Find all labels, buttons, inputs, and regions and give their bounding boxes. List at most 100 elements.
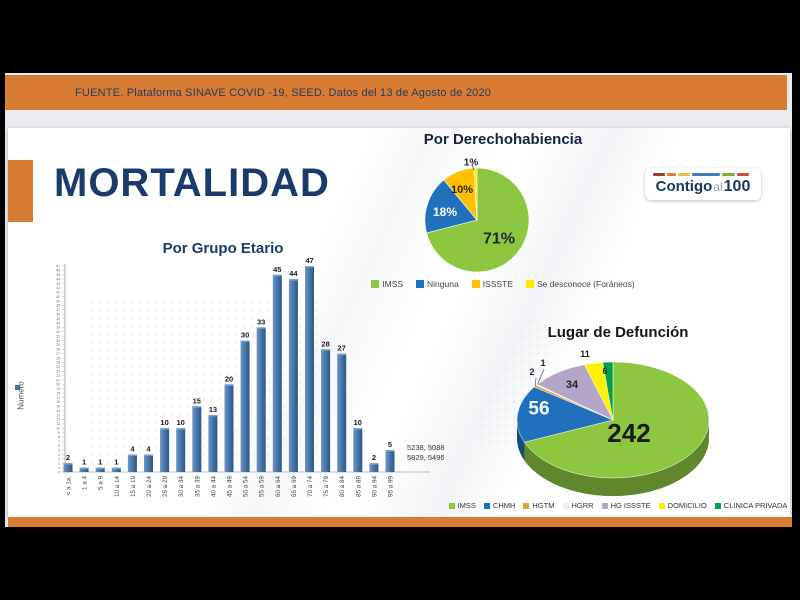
legend-label: HGRR [571, 501, 594, 510]
svg-text:40: 40 [56, 295, 60, 299]
svg-text:75 a 79: 75 a 79 [323, 476, 330, 498]
svg-text:14: 14 [56, 409, 60, 413]
legend-color-square [471, 280, 480, 288]
svg-text:27: 27 [338, 344, 346, 353]
svg-text:24: 24 [56, 365, 60, 369]
legend-label: IMSS [382, 279, 404, 289]
svg-text:44: 44 [289, 269, 298, 278]
svg-text:5238, 5088: 5238, 5088 [407, 443, 445, 452]
legend-item: CHMH [483, 501, 515, 510]
svg-text:45 a 49: 45 a 49 [227, 476, 234, 498]
legend-item: HGRR [562, 501, 594, 510]
legend-label: IMSS [457, 501, 476, 510]
svg-text:30 a 34: 30 a 34 [178, 476, 185, 498]
svg-text:38: 38 [56, 304, 60, 308]
bar-chart: 0123456789101112131415161718192021222324… [56, 256, 445, 498]
svg-text:7: 7 [58, 440, 60, 444]
legend-color-square [658, 502, 665, 509]
svg-text:28: 28 [321, 339, 329, 348]
svg-text:56: 56 [528, 399, 549, 420]
svg-text:30: 30 [241, 331, 249, 340]
svg-text:47: 47 [56, 264, 60, 268]
pie-chart-lugar-defuncion: 242 56 21 34 11 6 [516, 349, 710, 496]
legend-color-square [714, 502, 721, 509]
logo-bar-segment [678, 173, 690, 176]
logo-word-al: al [713, 180, 723, 194]
svg-text:21: 21 [56, 378, 60, 382]
svg-text:3: 3 [58, 457, 60, 461]
svg-text:6: 6 [58, 444, 60, 448]
logo-bar-segment [737, 173, 749, 176]
contigo-al-100-logo: Contigoal100 [645, 168, 761, 200]
svg-text:2: 2 [529, 367, 534, 377]
svg-text:242: 242 [607, 418, 650, 448]
svg-text:23: 23 [56, 369, 60, 373]
legend-item: IMSS [448, 501, 476, 510]
svg-text:10: 10 [354, 418, 362, 427]
svg-text:28: 28 [56, 348, 60, 352]
legend-label: Ninguna [427, 279, 459, 289]
orange-accent-bar [8, 160, 33, 222]
svg-text:1 a 4: 1 a 4 [82, 476, 89, 491]
svg-text:9: 9 [58, 431, 60, 435]
svg-text:1: 1 [114, 458, 118, 467]
legend-item: Ninguna [416, 279, 459, 289]
svg-text:13: 13 [209, 405, 217, 414]
legend-item: CLINICA PRIVADA [714, 501, 787, 510]
svg-text:26: 26 [56, 356, 60, 360]
svg-text:< a 1a.: < a 1a. [66, 476, 73, 496]
logo-word-contigo: Contigo [655, 178, 713, 195]
svg-text:55 a 59: 55 a 59 [259, 476, 266, 498]
svg-text:42: 42 [56, 286, 60, 290]
svg-text:33: 33 [257, 317, 265, 326]
svg-text:1: 1 [82, 458, 86, 467]
svg-text:50 a 54: 50 a 54 [243, 476, 250, 498]
svg-text:65 a 69: 65 a 69 [291, 476, 298, 498]
svg-text:45: 45 [273, 265, 281, 274]
pie2-title: Lugar de Defunción [547, 324, 689, 341]
svg-text:18%: 18% [433, 205, 457, 219]
svg-text:2: 2 [372, 453, 376, 462]
legend-label: HGTM [532, 501, 555, 510]
source-text: FUENTE. Plataforma SINAVE COVID -19, SEE… [75, 86, 492, 99]
svg-text:11: 11 [580, 349, 590, 359]
legend-color-square [562, 502, 569, 509]
legend-label: Se desconoce (Foráneos) [536, 279, 635, 289]
svg-text:20: 20 [225, 374, 233, 383]
legend-item: Se desconoce (Foráneos) [525, 279, 635, 289]
logo-word-100: 100 [723, 178, 751, 195]
bar-chart-title: Por Grupo Etario [162, 240, 284, 257]
svg-text:13: 13 [56, 413, 60, 417]
svg-text:44: 44 [56, 277, 60, 281]
page-title: MORTALIDAD [54, 161, 330, 205]
svg-text:11: 11 [56, 422, 60, 426]
svg-text:8: 8 [58, 435, 60, 439]
svg-text:90 a 94: 90 a 94 [371, 476, 378, 498]
source-band: FUENTE. Plataforma SINAVE COVID -19, SEE… [5, 75, 787, 110]
svg-text:32: 32 [56, 330, 60, 334]
legend-item: ISSSTE [471, 279, 513, 289]
svg-text:43: 43 [56, 282, 60, 286]
svg-text:35: 35 [56, 317, 60, 321]
svg-text:16: 16 [56, 400, 60, 404]
svg-text:1: 1 [58, 466, 60, 470]
legend-color-square [371, 280, 380, 288]
svg-text:5 a 9: 5 a 9 [98, 476, 105, 491]
legend-color-square [601, 502, 608, 509]
svg-text:4: 4 [58, 453, 60, 457]
svg-text:45: 45 [56, 273, 60, 277]
svg-text:17: 17 [56, 396, 60, 400]
legend-color-square [416, 280, 425, 288]
svg-text:95 a 99: 95 a 99 [388, 476, 395, 498]
svg-text:5829, 5496: 5829, 5496 [407, 453, 445, 462]
svg-text:34: 34 [566, 379, 579, 391]
svg-text:80 a 84: 80 a 84 [339, 476, 346, 498]
svg-text:10: 10 [56, 426, 60, 430]
legend-item: DOMICILIO [658, 501, 707, 510]
legend-color-square [448, 502, 455, 509]
svg-text:31: 31 [56, 334, 60, 338]
svg-text:71%: 71% [483, 231, 515, 248]
svg-text:12: 12 [56, 418, 60, 422]
